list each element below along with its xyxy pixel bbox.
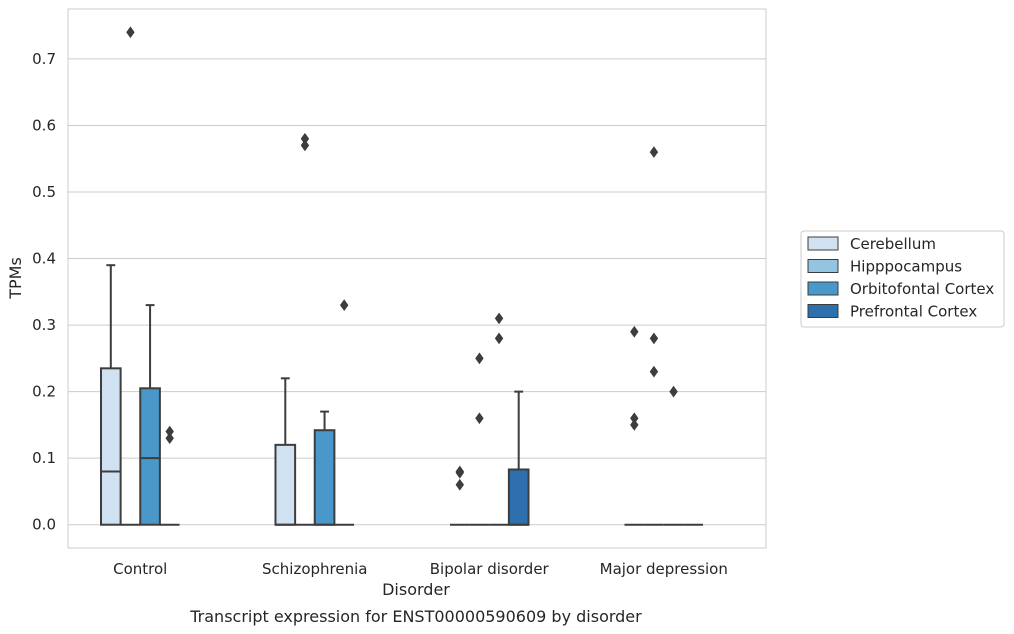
box-hipppocampus [644, 146, 664, 526]
outlier-point [339, 299, 349, 311]
box-body [507, 468, 530, 526]
y-tick-label: 0.5 [32, 183, 56, 201]
outlier-point [126, 26, 135, 39]
box-cerebellum [274, 377, 297, 526]
legend-swatch [807, 259, 839, 273]
y-tick-label: 0.3 [32, 316, 56, 334]
box-body [274, 443, 297, 526]
outlier-point [649, 146, 659, 158]
box-hipppocampus [469, 352, 490, 526]
chart-caption: Transcript expression for ENST0000059060… [189, 607, 642, 626]
legend-label: Cerebellum [850, 235, 936, 253]
legend-label: Prefrontal Cortex [850, 303, 977, 321]
legend-swatch [807, 304, 839, 318]
outlier-point [475, 352, 484, 365]
outlier-point [649, 365, 659, 378]
box-orbitofontal-cortex [139, 304, 161, 526]
outlier-point [475, 412, 484, 425]
box-prefrontal-cortex [507, 390, 530, 526]
box-hipppocampus [120, 26, 141, 526]
y-tick-label: 0.0 [32, 516, 56, 534]
box-orbitofontal-cortex [663, 385, 684, 526]
outlier-point [630, 325, 639, 338]
outlier-point [649, 332, 659, 345]
y-tick-label: 0.1 [32, 449, 56, 467]
x-tick-label: Control [113, 560, 167, 578]
box-cerebellum [99, 264, 122, 526]
legend-label: Hipppocampus [850, 258, 962, 276]
legend-swatch [807, 236, 839, 251]
outlier-point [455, 466, 465, 479]
y-tick-label: 0.6 [32, 116, 56, 134]
box-body [99, 367, 122, 526]
legend: Cerebellum Hipppocampus Orbitofontal Corte… [800, 230, 1005, 328]
outlier-point [494, 312, 504, 325]
outlier-point [669, 385, 678, 398]
y-tick-labels: 0.0 0.1 0.2 0.3 0.4 0.5 0.6 0.7 [32, 50, 56, 534]
y-tick-label: 0.4 [32, 250, 56, 268]
box-orbitofontal-cortex [313, 410, 336, 526]
box-orbitofontal-cortex [489, 312, 509, 526]
box-plot-layer [99, 26, 704, 526]
x-axis-title: Disorder [382, 580, 450, 599]
y-axis-title: TPMs [6, 257, 25, 300]
box-body [139, 387, 161, 526]
box-prefrontal-cortex [334, 299, 355, 526]
x-tick-label: Schizophrenia [262, 560, 367, 578]
box-cerebellum [624, 325, 645, 526]
box-body [313, 429, 336, 526]
x-tick-label: Major depression [600, 560, 728, 578]
box-hipppocampus [295, 132, 315, 526]
y-tick-label: 0.2 [32, 383, 56, 401]
x-tick-label: Bipolar disorder [430, 560, 550, 578]
legend-swatch [807, 281, 839, 296]
outlier-point [455, 478, 465, 491]
legend-label: Orbitofontal Cortex [850, 280, 994, 298]
y-tick-label: 0.7 [32, 50, 56, 68]
outlier-point [494, 332, 504, 345]
legend-frame [800, 230, 1005, 328]
gridlines [68, 58, 766, 526]
outlier-point [165, 432, 174, 445]
plot-frame [67, 8, 767, 549]
outlier-point [300, 139, 310, 152]
box-prefrontal-cortex [159, 425, 180, 526]
x-tick-labels: Control Schizophrenia Bipolar disorder Majo… [113, 560, 728, 578]
outlier-point [630, 419, 639, 431]
box-cerebellum [449, 465, 470, 526]
